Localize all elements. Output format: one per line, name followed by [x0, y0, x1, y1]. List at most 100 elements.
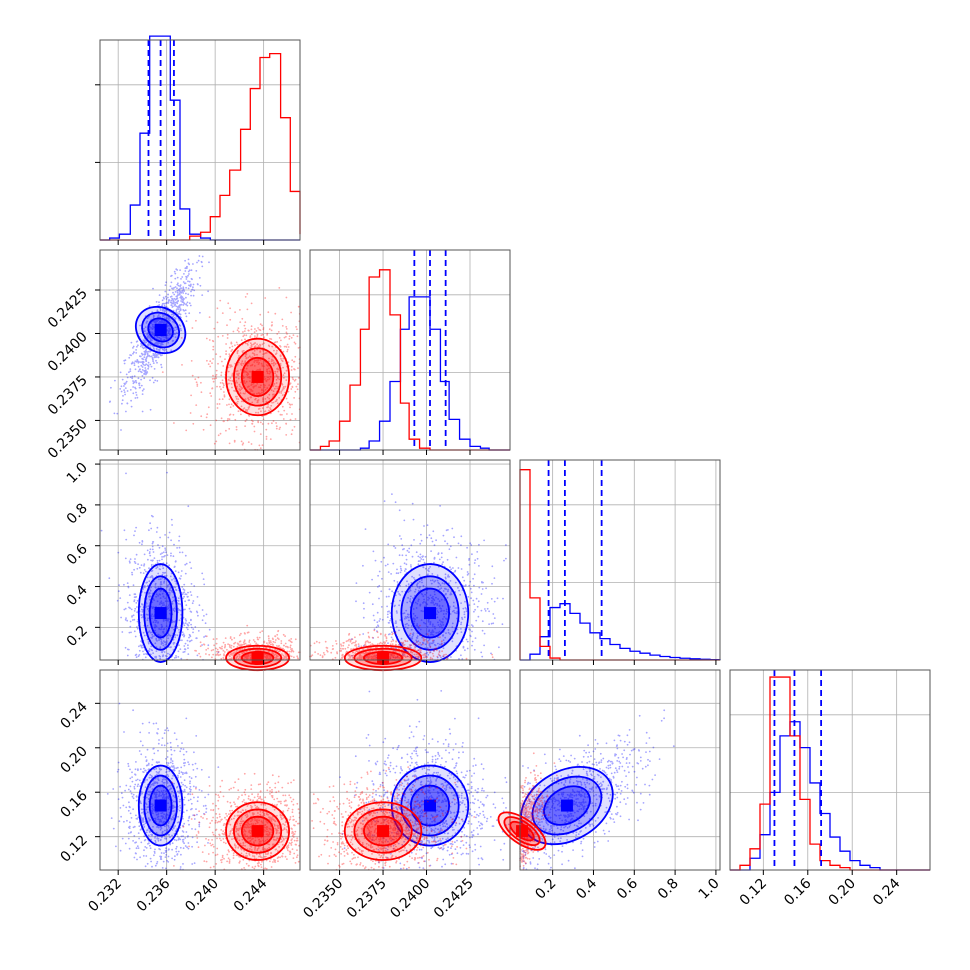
- scatter-point: [170, 349, 173, 352]
- scatter-point: [188, 312, 191, 315]
- scatter-point: [371, 643, 374, 645]
- scatter-point: [209, 392, 212, 395]
- scatter-point: [376, 611, 379, 614]
- scatter-point: [267, 635, 270, 638]
- scatter-point: [387, 543, 390, 546]
- scatter-point: [277, 410, 280, 413]
- scatter-point: [129, 620, 132, 623]
- scatter-point: [234, 344, 236, 347]
- scatter-point: [128, 606, 130, 609]
- panel-frame: [99, 39, 301, 241]
- scatter-point: [188, 607, 191, 610]
- scatter-point: [160, 344, 162, 346]
- scatter-point: [134, 635, 137, 638]
- scatter-point: [135, 656, 138, 659]
- scatter-point: [156, 335, 159, 338]
- scatter-point: [474, 559, 477, 561]
- scatter-point: [291, 386, 294, 388]
- scatter-point: [190, 269, 193, 272]
- scatter-point: [336, 651, 338, 653]
- scatter-point: [126, 654, 129, 657]
- scatter-point: [182, 651, 185, 653]
- scatter-point: [173, 657, 176, 659]
- scatter-point: [166, 756, 169, 758]
- scatter-point: [183, 589, 186, 591]
- scatter-point: [294, 355, 297, 358]
- scatter-point: [185, 315, 188, 318]
- scatter-point: [123, 385, 125, 387]
- scatter-point: [256, 636, 259, 639]
- scatter-point: [282, 418, 285, 420]
- scatter-point: [266, 334, 268, 336]
- scatter-point: [264, 297, 267, 299]
- scatter-point: [146, 336, 149, 339]
- scatter-point: [129, 812, 132, 815]
- scatter-point: [179, 327, 182, 330]
- scatter-point: [250, 302, 253, 305]
- scatter-point: [155, 862, 158, 865]
- scatter-point: [134, 530, 136, 532]
- scatter-point: [176, 283, 179, 286]
- scatter-point: [282, 644, 285, 647]
- scatter-point: [253, 430, 256, 433]
- scatter-point: [145, 360, 148, 363]
- scatter-point: [145, 360, 148, 362]
- scatter-point: [357, 643, 360, 645]
- scatter-point: [383, 500, 386, 502]
- scatter-point: [290, 311, 292, 314]
- scatter-point: [207, 644, 210, 647]
- scatter-point: [184, 845, 187, 847]
- scatter-point: [280, 642, 283, 645]
- scatter-point: [130, 362, 133, 365]
- scatter-point: [475, 619, 478, 622]
- scatter-point: [180, 295, 183, 298]
- scatter-point: [189, 561, 191, 564]
- density-peak-series-0: [154, 324, 167, 336]
- panel-2-0: [95, 459, 301, 672]
- scatter-point: [153, 368, 156, 370]
- scatter-point: [172, 339, 175, 342]
- scatter-point: [221, 379, 224, 382]
- scatter-point: [196, 283, 199, 285]
- scatter-point: [146, 335, 149, 338]
- scatter-point: [188, 636, 190, 639]
- scatter-point: [192, 631, 194, 634]
- scatter-point: [417, 563, 420, 566]
- scatter-point: [439, 654, 442, 657]
- scatter-point: [140, 371, 143, 374]
- scatter-point: [271, 321, 273, 324]
- scatter-point: [184, 837, 187, 839]
- scatter-point: [383, 641, 385, 644]
- scatter-point: [248, 639, 251, 642]
- scatter-point: [420, 558, 423, 560]
- scatter-point: [250, 328, 253, 331]
- scatter-point: [426, 536, 429, 539]
- scatter-point: [376, 621, 379, 624]
- scatter-point: [387, 621, 390, 624]
- scatter-point: [267, 422, 270, 425]
- scatter-point: [246, 624, 249, 627]
- scatter-point: [164, 295, 167, 298]
- scatter-point: [153, 354, 156, 357]
- scatter-point: [209, 424, 212, 427]
- scatter-point: [290, 638, 293, 640]
- scatter-point: [141, 543, 143, 546]
- scatter-point: [257, 421, 260, 424]
- scatter-point: [194, 775, 197, 778]
- scatter-point: [484, 608, 486, 610]
- scatter-point: [331, 645, 334, 647]
- scatter-point: [136, 396, 139, 399]
- scatter-point: [191, 327, 194, 329]
- scatter-point: [189, 284, 192, 287]
- scatter-point: [218, 403, 221, 405]
- scatter-point: [176, 291, 179, 294]
- scatter-point: [146, 317, 149, 320]
- scatter-point: [131, 615, 134, 617]
- scatter-point: [119, 849, 122, 852]
- scatter-point: [137, 361, 140, 364]
- scatter-point: [206, 413, 209, 416]
- scatter-point: [158, 546, 161, 549]
- scatter-point: [368, 591, 371, 594]
- scatter-point: [147, 361, 150, 364]
- scatter-point: [345, 640, 348, 643]
